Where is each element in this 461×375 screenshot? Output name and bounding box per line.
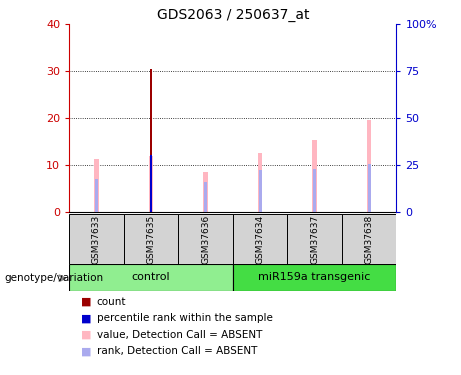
Text: GSM37635: GSM37635: [147, 214, 155, 264]
Bar: [124, 214, 178, 264]
Bar: [287, 214, 342, 264]
Bar: [95, 179, 98, 212]
Bar: [149, 156, 153, 212]
Bar: [204, 182, 207, 212]
Bar: [94, 159, 99, 212]
Text: ■: ■: [81, 314, 91, 323]
Text: GSM37637: GSM37637: [310, 214, 319, 264]
Title: GDS2063 / 250637_at: GDS2063 / 250637_at: [157, 8, 309, 22]
Bar: [259, 170, 261, 212]
Bar: [150, 69, 152, 212]
Text: GSM37633: GSM37633: [92, 214, 101, 264]
Text: ■: ■: [81, 297, 91, 307]
Text: ■: ■: [81, 346, 91, 356]
Text: value, Detection Call = ABSENT: value, Detection Call = ABSENT: [97, 330, 262, 340]
Bar: [342, 214, 396, 264]
Text: percentile rank within the sample: percentile rank within the sample: [97, 314, 273, 323]
Text: genotype/variation: genotype/variation: [5, 273, 104, 283]
Bar: [178, 214, 233, 264]
Text: count: count: [97, 297, 126, 307]
Bar: [69, 214, 124, 264]
Text: control: control: [132, 273, 170, 282]
Bar: [233, 214, 287, 264]
Text: miR159a transgenic: miR159a transgenic: [259, 273, 371, 282]
Text: GSM37634: GSM37634: [255, 214, 265, 264]
Text: GSM37638: GSM37638: [365, 214, 374, 264]
Text: ■: ■: [81, 330, 91, 340]
Bar: [69, 264, 233, 291]
Bar: [313, 169, 316, 212]
Bar: [313, 140, 317, 212]
Bar: [150, 154, 152, 212]
Bar: [258, 153, 262, 212]
Bar: [368, 164, 371, 212]
Bar: [367, 120, 372, 212]
Bar: [203, 172, 208, 212]
Text: GSM37636: GSM37636: [201, 214, 210, 264]
Text: rank, Detection Call = ABSENT: rank, Detection Call = ABSENT: [97, 346, 257, 356]
Bar: [233, 264, 396, 291]
